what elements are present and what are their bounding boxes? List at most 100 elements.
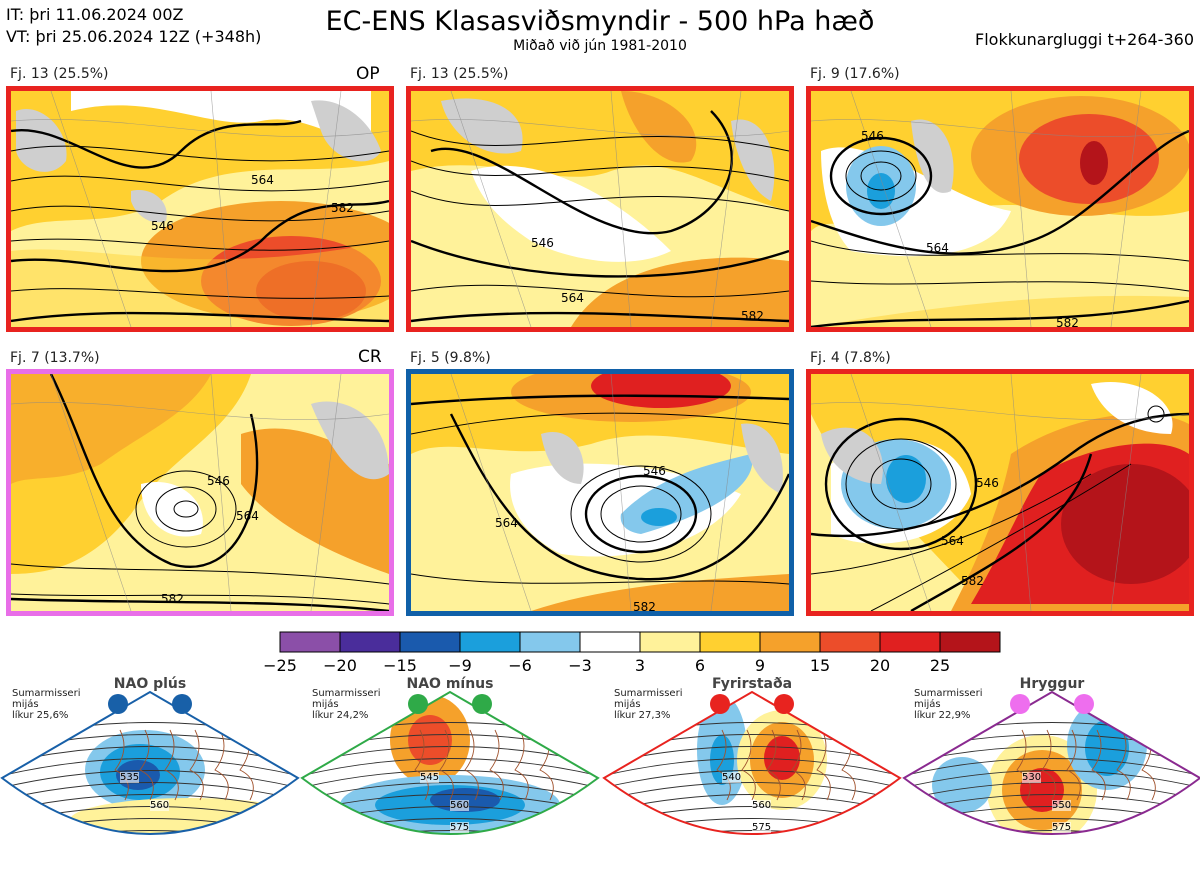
colorbar-swatch xyxy=(459,631,521,653)
regime-note-line: Sumarmisseri xyxy=(914,688,983,699)
regime-marker xyxy=(108,694,128,714)
regime-contour-label: 560 xyxy=(150,800,170,811)
regime-name: NAO mínus xyxy=(406,676,494,692)
colorbar-swatch xyxy=(519,631,581,653)
anomaly-map-2 xyxy=(411,91,789,327)
regime-marker xyxy=(472,694,492,714)
colorbar-tick-label: 6 xyxy=(694,656,706,675)
regime-map xyxy=(0,690,300,835)
colorbar-tick-label: 15 xyxy=(809,656,831,675)
colorbar-tick-label: 9 xyxy=(754,656,766,675)
regime-contour-label: 530 xyxy=(1022,772,1042,783)
panel-4-label: Fj. 7 (13.7%) xyxy=(10,350,100,366)
panel-3-map: 546 564 582 xyxy=(806,86,1194,332)
contour-label: 564 xyxy=(926,241,949,255)
regime-contour-label: 545 xyxy=(420,772,440,783)
regime-note: Sumarmisseri mijás líkur 22,9% xyxy=(914,688,982,721)
regime-name: Hryggur xyxy=(1019,676,1085,692)
contour-label: 564 xyxy=(941,534,964,548)
panel-1-map: 546 564 582 xyxy=(6,86,394,332)
regime-contour-label: 560 xyxy=(752,800,772,811)
regime-marker xyxy=(172,694,192,714)
colorbar-tick-label: 3 xyxy=(634,656,646,675)
contour-label: 582 xyxy=(1056,316,1079,330)
panel-1-tag: OP xyxy=(356,64,380,84)
contour-label: 564 xyxy=(251,173,274,187)
colorbar-swatch xyxy=(279,631,341,653)
panel-4-map: 546 564 582 xyxy=(6,369,394,616)
contour-label: 546 xyxy=(861,129,884,143)
panel-2-label: Fj. 13 (25.5%) xyxy=(410,66,509,82)
regime-marker xyxy=(408,694,428,714)
page-title: EC-ENS Klasasviðsmyndir - 500 hPa hæð xyxy=(325,6,875,37)
panel-6-map: 546 564 582 xyxy=(806,369,1194,616)
regime-marker xyxy=(1074,694,1094,714)
regime-note-line: líkur 25,6% xyxy=(12,710,69,721)
regime-contour-label: 575 xyxy=(1052,822,1072,833)
init-time: IT: þri 11.06.2024 00Z xyxy=(6,5,184,24)
classification-window: Flokkunargluggi t+264-360 xyxy=(975,30,1194,49)
contour-label: 582 xyxy=(633,600,656,614)
colorbar-tick-label: −15 xyxy=(383,656,417,675)
colorbar-swatch xyxy=(339,631,401,653)
colorbar-tick-label: −6 xyxy=(508,656,532,675)
regime-note: Sumarmisseri mijás líkur 24,2% xyxy=(312,688,380,721)
regime-contour-label: 560 xyxy=(450,800,470,811)
colorbar-tick-label: −3 xyxy=(568,656,592,675)
contour-label: 564 xyxy=(561,291,584,305)
regime-note-line: Sumarmisseri xyxy=(12,688,81,699)
regime-note-line: Sumarmisseri xyxy=(312,688,381,699)
contour-label: 582 xyxy=(741,309,764,323)
page-subtitle: Miðað við jún 1981-2010 xyxy=(513,38,687,54)
colorbar-swatch xyxy=(759,631,821,653)
regime-note-line: mijás xyxy=(914,699,941,710)
regime-note-line: líkur 24,2% xyxy=(312,710,369,721)
colorbar-swatch xyxy=(639,631,701,653)
regime-note-line: mijás xyxy=(12,699,39,710)
panel-5-label: Fj. 5 (9.8%) xyxy=(410,350,491,366)
contour-label: 546 xyxy=(976,476,999,490)
regime-name: NAO plús xyxy=(113,676,187,692)
regime-contour-label: 540 xyxy=(722,772,742,783)
colorbar-swatch xyxy=(579,631,641,653)
anomaly-map-1 xyxy=(11,91,389,327)
colorbar-swatch xyxy=(939,631,1001,653)
valid-time: VT: þri 25.06.2024 12Z (+348h) xyxy=(6,27,262,46)
colorbar-tick-label: −25 xyxy=(263,656,297,675)
panel-4-tag: CR xyxy=(358,347,382,367)
regime-contour-label: 575 xyxy=(450,822,470,833)
contour-label: 582 xyxy=(161,592,184,606)
regime-marker xyxy=(710,694,730,714)
panel-5-map: 546 564 582 xyxy=(406,369,794,616)
contour-label: 564 xyxy=(495,516,518,530)
regime-note-line: mijás xyxy=(614,699,641,710)
regime-note: Sumarmisseri mijás líkur 27,3% xyxy=(614,688,682,721)
regime-marker xyxy=(1010,694,1030,714)
regime-note-line: mijás xyxy=(312,699,339,710)
anomaly-map-4 xyxy=(11,374,389,611)
regime-note-line: líkur 27,3% xyxy=(614,710,671,721)
panel-3-label: Fj. 9 (17.6%) xyxy=(810,66,900,82)
contour-label: 582 xyxy=(961,574,984,588)
panel-6-label: Fj. 4 (7.8%) xyxy=(810,350,891,366)
contour-label: 564 xyxy=(236,509,259,523)
contour-label: 582 xyxy=(331,201,354,215)
colorbar-tick-label: −9 xyxy=(448,656,472,675)
regime-contour-label: 535 xyxy=(120,772,140,783)
colorbar-swatch xyxy=(399,631,461,653)
colorbar-swatch xyxy=(879,631,941,653)
regime-name: Fyrirstaða xyxy=(711,676,793,692)
contour-label: 546 xyxy=(531,236,554,250)
contour-label: 546 xyxy=(151,219,174,233)
panel-2-map: 546 564 582 xyxy=(406,86,794,332)
regime-contour-label: 550 xyxy=(1052,800,1072,811)
panel-1-label: Fj. 13 (25.5%) xyxy=(10,66,109,82)
colorbar-tick-label: 20 xyxy=(869,656,891,675)
regime-contour-label: 575 xyxy=(752,822,772,833)
run-info: IT: þri 11.06.2024 00Z VT: þri 25.06.202… xyxy=(6,4,261,48)
regime-note-line: Sumarmisseri xyxy=(614,688,683,699)
colorbar-swatch xyxy=(699,631,761,653)
regime-note: Sumarmisseri mijás líkur 25,6% xyxy=(12,688,80,721)
regime-marker xyxy=(774,694,794,714)
